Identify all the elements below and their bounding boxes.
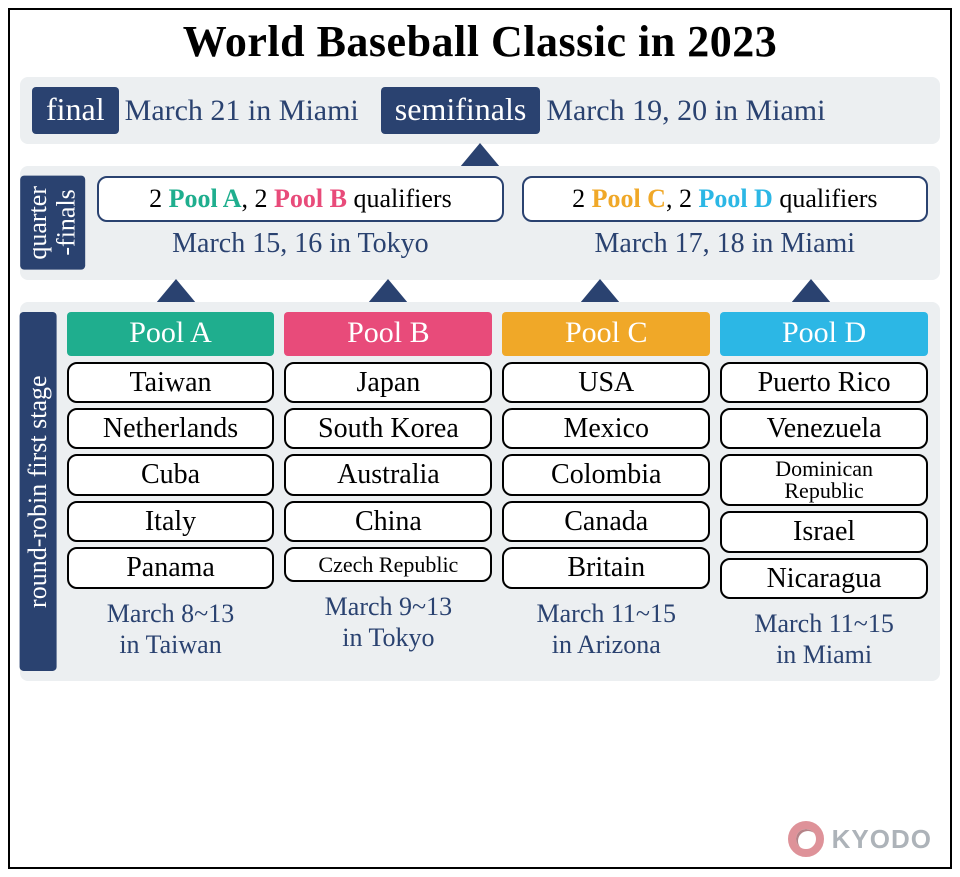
team-pill: Canada [502, 501, 710, 542]
pool-header: Pool C [502, 312, 710, 356]
qf-right-pill: 2 Pool C, 2 Pool D qualifiers [522, 176, 928, 222]
semifinals-tag: semifinals [381, 87, 541, 134]
semifinals-text: March 19, 20 in Miami [546, 94, 825, 128]
team-pill: South Korea [284, 408, 492, 449]
qf-left-date: March 15, 16 in Tokyo [97, 228, 503, 260]
qf-pool-a-ref: Pool A [169, 184, 242, 213]
firststage-panel: round-robin first stage Pool A Taiwan Neth… [20, 302, 940, 681]
pool-column: Pool C USA Mexico Colombia Canada Britain Marc… [502, 312, 710, 671]
team-pill: Puerto Rico [720, 362, 928, 403]
team-pill: Czech Republic [284, 547, 492, 582]
qf-pool-c-ref: Pool C [592, 184, 666, 213]
team-pill: China [284, 501, 492, 542]
quarterfinals-label: quarter -finals [20, 176, 85, 270]
pool-date: March 11~15in Miami [720, 608, 928, 670]
pool-date: March 8~13in Taiwan [67, 598, 275, 660]
qf-pool-d-ref: Pool D [698, 184, 772, 213]
pool-header: Pool D [720, 312, 928, 356]
pool-date: March 9~13in Tokyo [284, 591, 492, 653]
team-pill: Britain [502, 547, 710, 588]
credit-text: KYODO [832, 824, 932, 855]
team-pill: Israel [720, 511, 928, 552]
pools-grid: Pool ATaiwanNetherlandsCubaItalyPanamaMa… [67, 312, 928, 671]
final-tag: final [32, 87, 119, 134]
pool-column: Pool D Puerto Rico Venezuela DominicanRepub… [720, 312, 928, 671]
qf-pool-b-ref: Pool B [274, 184, 347, 213]
team-pill: USA [502, 362, 710, 403]
team-pill: Japan [284, 362, 492, 403]
team-pill: Taiwan [67, 362, 275, 403]
firststage-label: round-robin first stage [20, 312, 57, 671]
qf-right-date: March 17, 18 in Miami [522, 228, 928, 260]
team-pill: Netherlands [67, 408, 275, 449]
team-pill: Panama [67, 547, 275, 588]
main-title: World Baseball Classic in 2023 [20, 16, 940, 67]
infographic-container: World Baseball Classic in 2023 final Mar… [8, 8, 952, 869]
team-pill: Cuba [67, 454, 275, 495]
team-pill: DominicanRepublic [720, 454, 928, 506]
quarterfinals-panel: quarter -finals 2 Pool A, 2 Pool B quali… [20, 166, 940, 280]
team-pill: Venezuela [720, 408, 928, 449]
pool-header: Pool A [67, 312, 275, 356]
qf-left: 2 Pool A, 2 Pool B qualifiers March 15, … [97, 176, 503, 270]
team-pill: Nicaragua [720, 558, 928, 599]
pool-column: Pool A Taiwan Netherlands Cuba Italy Panama Ma… [67, 312, 275, 671]
pool-header: Pool B [284, 312, 492, 356]
team-pill: Mexico [502, 408, 710, 449]
finals-panel: final March 21 in Miami semifinals March… [20, 77, 940, 144]
team-pill: Italy [67, 501, 275, 542]
team-pill: Colombia [502, 454, 710, 495]
source-credit: KYODO [788, 821, 932, 857]
qf-right: 2 Pool C, 2 Pool D qualifiers March 17, … [522, 176, 928, 270]
team-pill: Australia [284, 454, 492, 495]
pool-column: Pool B Japan South Korea Australia China Czec… [284, 312, 492, 671]
kyodo-logo-icon [788, 821, 824, 857]
qf-left-pill: 2 Pool A, 2 Pool B qualifiers [97, 176, 503, 222]
pool-date: March 11~15in Arizona [502, 598, 710, 660]
final-text: March 21 in Miami [125, 94, 359, 128]
